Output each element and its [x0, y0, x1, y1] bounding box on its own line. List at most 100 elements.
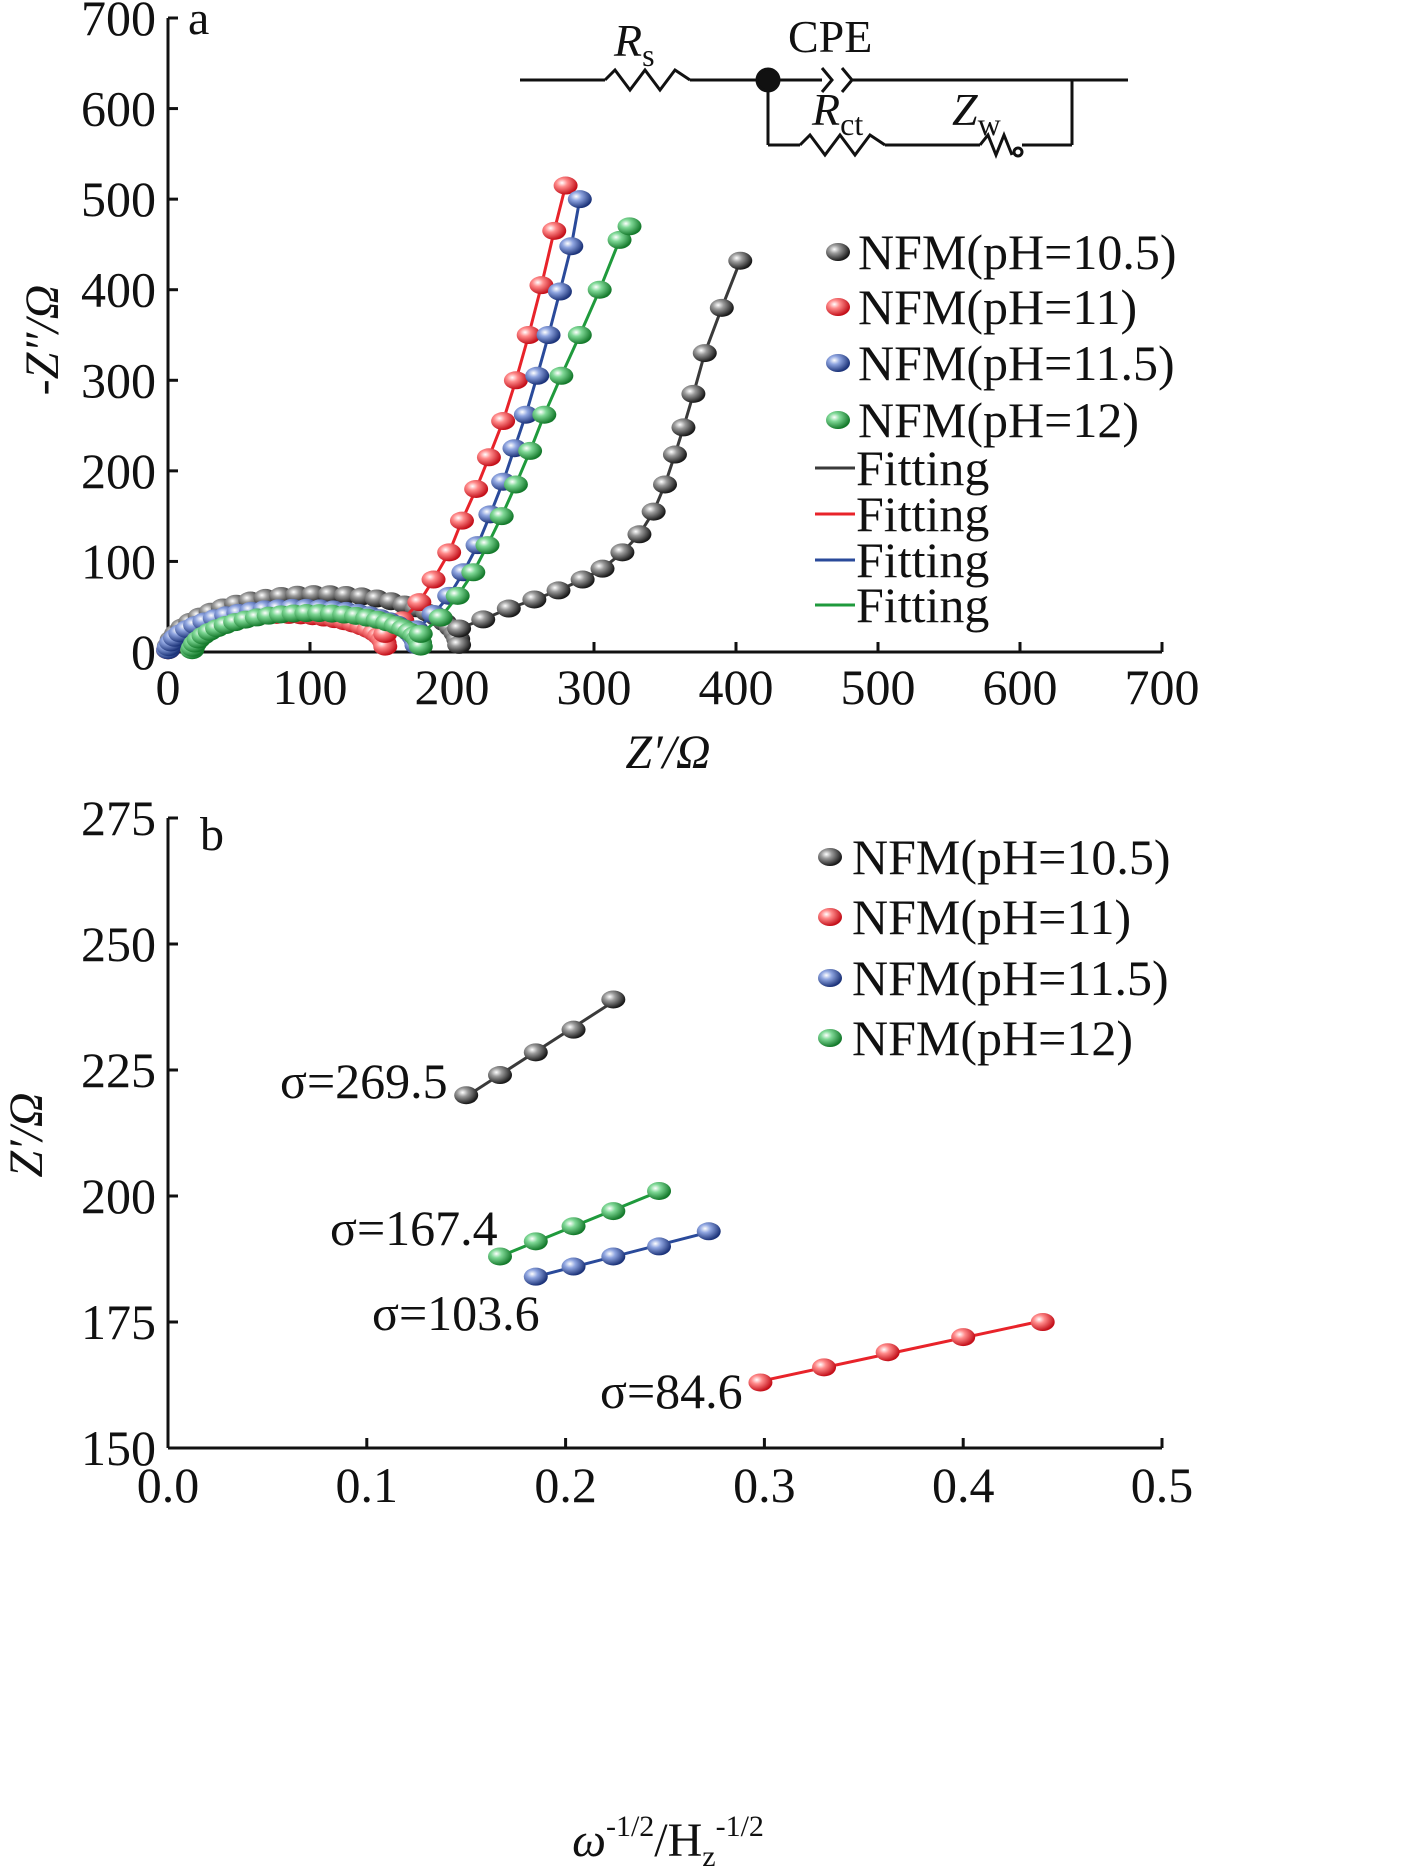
sigma-label-ph-10-5: σ=269.5 [280, 1053, 448, 1109]
panel-a-y-tick-label: 500 [81, 171, 156, 227]
panel-b-axes [166, 818, 1162, 1450]
circuit-diagram [520, 67, 1128, 160]
panel-b-y-tick-label: 225 [81, 1042, 156, 1098]
panel-a-y-tick-label: 700 [81, 0, 156, 46]
legend-marker-ph-12 [826, 411, 850, 429]
panel-a-data-point [475, 536, 500, 555]
panel-a-data-point [437, 543, 462, 562]
panel-a-data-point [491, 412, 516, 431]
panel-b-fit-line [760, 1319, 1044, 1383]
panel-a-data-point [529, 276, 554, 295]
panel-b-ticks [166, 816, 1164, 1450]
panel-a-data-point [503, 371, 528, 390]
panel-a-fit-line [166, 198, 582, 651]
legend-label-fitting-black: Fitting [856, 440, 989, 496]
legend-label-ph-12: NFM(pH=12) [858, 392, 1139, 448]
panel-a-x-tick-label: 300 [557, 659, 632, 715]
legend-b-label-ph-11: NFM(pH=11) [852, 889, 1131, 945]
legend-label-fitting-red: Fitting [856, 486, 989, 542]
panel-a-data-point [590, 559, 615, 578]
cpe-element [820, 67, 834, 93]
panel-a-data-point [641, 502, 666, 521]
panel-b-data-point [647, 1181, 672, 1200]
legend-b-marker-ph-11 [818, 908, 842, 926]
legend-b-item-ph-11: NFM(pH=11) [818, 889, 1131, 945]
panel-a-data-point [627, 525, 652, 544]
panel-a-tick-labels: 0 100 200 300 400 500 600 700 0 100 200 300 400 500 60… [81, 0, 1200, 715]
panel-b-data-point [696, 1222, 721, 1241]
rct-resistor [798, 132, 886, 158]
panel-a-x-tick-label: 400 [699, 659, 774, 715]
panel-a-data-point [542, 221, 567, 240]
panel-b-data-point [951, 1328, 976, 1347]
sigma-label-ph-11-5: σ=103.6 [372, 1285, 540, 1341]
panel-a-data-point [428, 608, 453, 627]
panel-a-y-tick-label: 600 [81, 81, 156, 137]
panel-b-x-tick-label: 0.5 [1131, 1457, 1194, 1513]
panel-a-data-point [518, 441, 543, 460]
panel-b: 0.0 0.1 0.2 0.3 0.4 0.5 150 175 200 225 250 275 b ω… [0, 790, 1193, 1866]
panel-a-data-point [421, 570, 446, 589]
panel-b-x-tick-label: 0.2 [534, 1457, 597, 1513]
panel-a-data-point [471, 610, 496, 629]
panel-b-data-point [875, 1343, 900, 1362]
panel-b-data-point [523, 1232, 548, 1251]
panel-a-data-point [449, 511, 474, 530]
panel-a-data-point [525, 366, 550, 385]
panel-b-letter: b [200, 808, 224, 861]
panel-b-data-point [523, 1043, 548, 1062]
panel-a-x-tick-label: 600 [983, 659, 1058, 715]
panel-a-x-tick-label: 200 [415, 659, 490, 715]
panel-a-data-point [532, 405, 557, 424]
panel-b-plot-area [454, 990, 1055, 1392]
zw-element [978, 130, 1014, 160]
legend-b-item-ph-12: NFM(pH=12) [818, 1010, 1133, 1066]
panel-b-data-point [454, 1086, 479, 1105]
legend-label-ph-11-5: NFM(pH=11.5) [858, 335, 1175, 391]
panel-a-data-point [407, 593, 432, 612]
panel-a-data-point [461, 563, 486, 582]
legend-label-ph-10-5: NFM(pH=10.5) [858, 224, 1176, 280]
legend-item-ph-10-5: NFM(pH=10.5) [826, 224, 1176, 280]
panel-a-data-point [373, 637, 398, 656]
panel-a-x-axis-title: Z′/Ω [625, 726, 710, 779]
panel-a: 0 100 200 300 400 500 600 700 0 100 200 300 400 500 60… [16, 0, 1200, 779]
panel-a-y-tick-label: 200 [81, 443, 156, 499]
legend-marker-ph-10-5 [826, 243, 850, 261]
panel-a-y-axis-title: -Z″/Ω [16, 285, 69, 396]
panel-a-x-tick-label: 0 [156, 659, 181, 715]
panel-b-data-point [487, 1066, 512, 1085]
panel-a-y-tick-label: 300 [81, 352, 156, 408]
legend-item-ph-12: NFM(pH=12) [826, 392, 1139, 448]
legend-item-fitting-black: Fitting [815, 440, 989, 496]
panel-a-data-point [464, 479, 489, 498]
panel-b-y-tick-label: 200 [81, 1168, 156, 1224]
panel-b-y-tick-label: 175 [81, 1294, 156, 1350]
panel-a-data-point [516, 326, 541, 344]
rs-resistor [603, 67, 691, 93]
panel-b-x-tick-label: 0.3 [733, 1457, 796, 1513]
panel-a-data-point [546, 581, 571, 600]
panel-a-data-point [522, 590, 547, 609]
panel-b-data-point [1030, 1313, 1055, 1331]
panel-a-data-point [559, 237, 584, 256]
legend-item-fitting-green: Fitting [815, 577, 989, 633]
panel-b-data-point [561, 1020, 586, 1039]
panel-b-y-tick-label: 150 [81, 1420, 156, 1476]
panel-a-data-point [447, 635, 472, 654]
panel-a-data-point [671, 418, 696, 437]
panel-a-plot-area [156, 176, 753, 660]
legend-b-marker-ph-12 [818, 1029, 842, 1047]
panel-a-data-point [610, 543, 635, 562]
legend-marker-ph-11 [826, 298, 850, 316]
panel-a-data-point [567, 190, 592, 209]
panel-b-data-point [647, 1237, 672, 1256]
panel-a-data-point [653, 475, 677, 494]
panel-b-tick-labels: 0.0 0.1 0.2 0.3 0.4 0.5 150 175 200 225 250 275 [81, 790, 1193, 1513]
panel-a-data-point [553, 176, 578, 195]
panel-a-y-tick-label: 0 [131, 624, 156, 680]
panel-a-data-point [476, 448, 501, 467]
panel-a-data-point [547, 282, 572, 301]
rct-label: Rct [811, 84, 863, 142]
